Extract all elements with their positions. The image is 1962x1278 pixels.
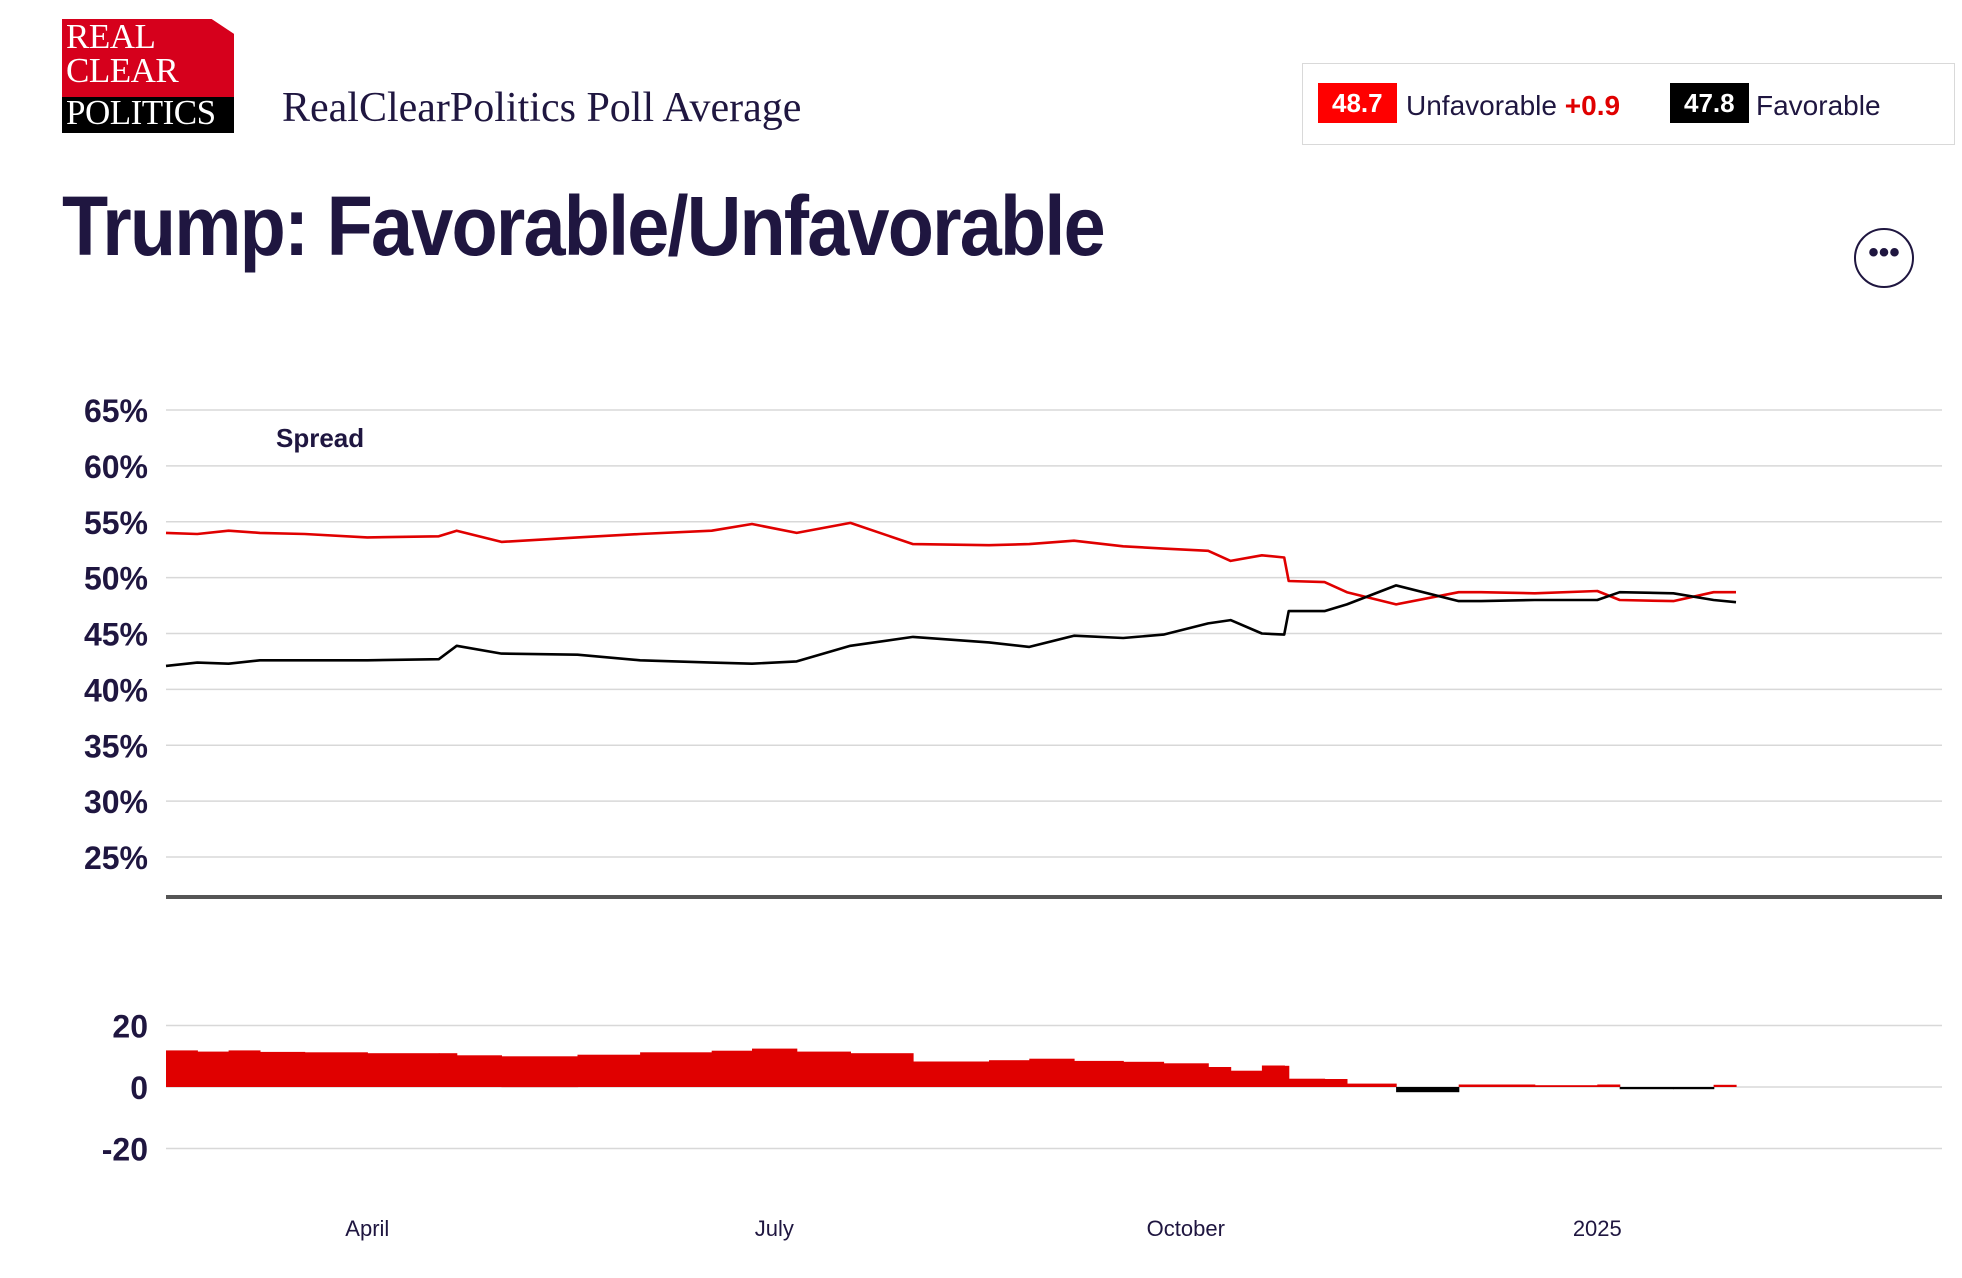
- ellipsis-icon: •••: [1868, 236, 1900, 269]
- spread-bar: [1163, 1063, 1209, 1087]
- logo-line-1: REAL: [66, 17, 156, 56]
- spread-bar: [456, 1055, 502, 1087]
- spread-annotation: Spread: [276, 423, 364, 453]
- spread-bar: [1619, 1087, 1674, 1090]
- x-axis-labels: April July October 2025: [345, 1216, 1621, 1241]
- logo-line-2: CLEAR: [66, 51, 179, 90]
- rcp-logo: REAL CLEAR POLITICS: [62, 19, 234, 133]
- y-tick-label: 20: [112, 1009, 148, 1045]
- y-tick-label: 35%: [84, 728, 148, 764]
- spread-bar: [1346, 1083, 1397, 1087]
- y-axis-ticks: 65% 60% 55% 50% 45% 40% 35% 30% 25% 20 0 -20: [84, 393, 148, 1168]
- spread-bar: [640, 1052, 713, 1087]
- spread-bar: [367, 1053, 440, 1087]
- spread-bar: [913, 1061, 990, 1087]
- y-tick-label: 50%: [84, 561, 148, 597]
- spread-bar: [850, 1053, 914, 1087]
- spread-bar: [1324, 1079, 1348, 1087]
- line-series: [165, 521, 1737, 668]
- page-title: Trump: Favorable/Unfavorable: [62, 179, 1106, 273]
- unfavorable-legend-label: Unfavorable +0.9: [1406, 90, 1620, 122]
- spread-bar: [711, 1050, 753, 1087]
- spread-bars: [166, 1048, 1737, 1093]
- unfavorable-label: Unfavorable: [1406, 90, 1557, 121]
- y-tick-label: 45%: [84, 617, 148, 653]
- spread-bar: [1713, 1084, 1737, 1087]
- legend: 48.7 Unfavorable +0.9 47.8 Favorable: [1302, 63, 1955, 145]
- y-tick-label: 55%: [84, 505, 148, 541]
- spread-bar: [1597, 1084, 1621, 1087]
- spread-bar: [1458, 1084, 1482, 1087]
- spread-bar: [1230, 1070, 1263, 1087]
- spread-bar: [1029, 1058, 1075, 1087]
- more-options-button[interactable]: •••: [1854, 228, 1914, 288]
- unfavorable-change: +0.9: [1564, 90, 1621, 121]
- spread-bar: [1673, 1087, 1715, 1090]
- spread-bar: [1208, 1067, 1232, 1087]
- spread-bar: [989, 1060, 1030, 1087]
- y-tick-label: 30%: [84, 784, 148, 820]
- spread-bar: [1284, 1065, 1290, 1087]
- spread-bar: [1481, 1084, 1536, 1087]
- x-tick-label: 2025: [1573, 1216, 1622, 1241]
- x-tick-label: July: [755, 1216, 794, 1241]
- spread-bar: [1534, 1085, 1598, 1087]
- series-line-unfavorable: [165, 521, 1736, 606]
- spread-bar: [259, 1051, 306, 1087]
- spread-bar: [501, 1056, 579, 1088]
- spread-bar: [1396, 1087, 1460, 1093]
- spread-bar: [577, 1054, 641, 1087]
- spread-bar: [1074, 1060, 1124, 1087]
- y-tick-label: -20: [102, 1132, 148, 1168]
- series-line-favorable: [165, 584, 1737, 668]
- x-tick-label: October: [1147, 1216, 1225, 1241]
- y-tick-label: 25%: [84, 840, 148, 876]
- y-tick-label: 40%: [84, 672, 148, 708]
- spread-bar: [228, 1050, 261, 1087]
- gridlines: [166, 409, 1942, 1150]
- favorable-label: Favorable: [1756, 90, 1881, 121]
- logo-line-3: POLITICS: [66, 93, 216, 132]
- y-tick-label: 0: [130, 1070, 148, 1106]
- unfavorable-value-badge: 48.7: [1318, 83, 1397, 123]
- spread-bar: [796, 1051, 851, 1087]
- spread-bar: [166, 1050, 198, 1087]
- spread-bar: [438, 1053, 458, 1087]
- favorable-value-badge: 47.8: [1670, 83, 1749, 123]
- y-tick-label: 65%: [84, 393, 148, 429]
- spread-bar: [1123, 1061, 1165, 1087]
- spread-bar: [197, 1051, 230, 1087]
- brand-subtitle: RealClearPolitics Poll Average: [282, 85, 802, 131]
- logo-band: [62, 97, 234, 133]
- spread-bar: [304, 1052, 368, 1087]
- y-tick-label: 60%: [84, 449, 148, 485]
- spread-bar: [1288, 1078, 1326, 1087]
- x-tick-label: April: [345, 1216, 389, 1241]
- spread-bar: [752, 1048, 798, 1087]
- spread-bar: [1261, 1065, 1285, 1087]
